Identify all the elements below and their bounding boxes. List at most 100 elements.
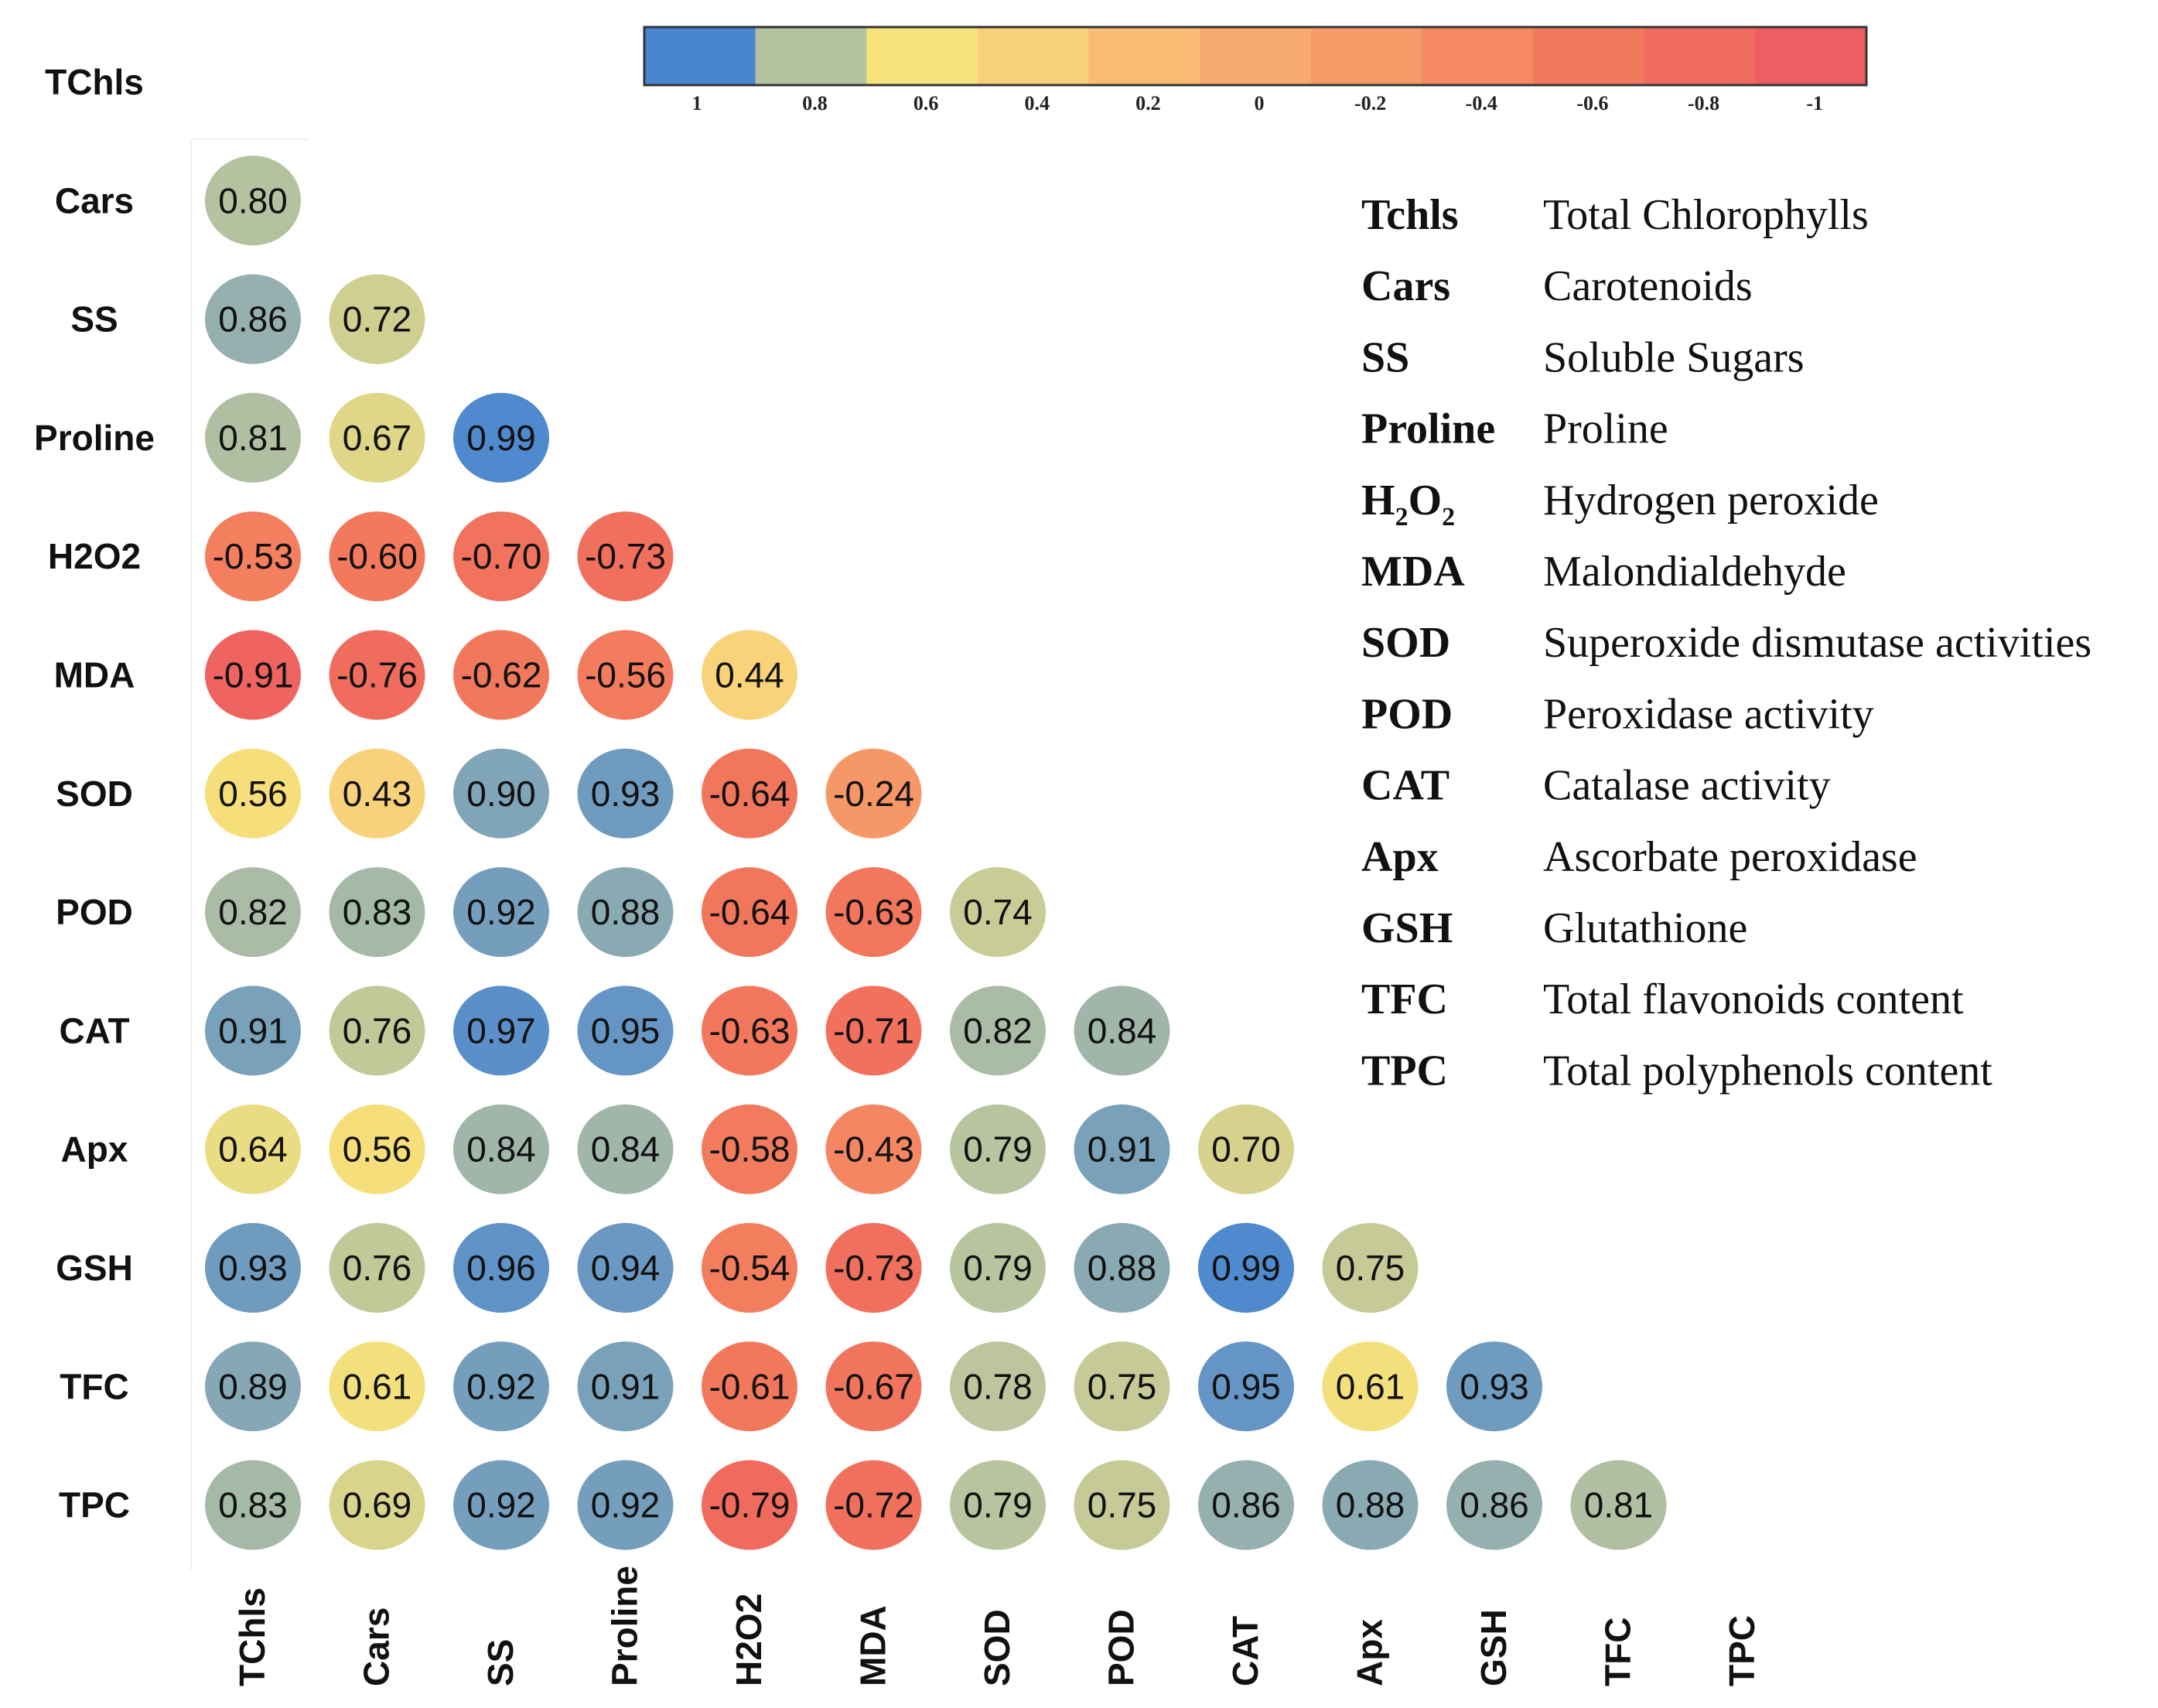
cell-value: 0.70	[1211, 1129, 1281, 1170]
cell-value: -0.91	[213, 655, 294, 695]
cell-value: 0.83	[343, 892, 412, 932]
cell-value: -0.73	[833, 1248, 914, 1288]
cell-ellipse	[577, 1104, 674, 1194]
correlation-cells: 0.80 0.86 0.72 0.81 0.67 0.99 -0.53 -0.60 -0.70 -…	[205, 155, 1667, 1550]
row-label-sod: SOD	[56, 774, 133, 814]
cell-ellipse	[577, 630, 674, 720]
row-label-gsh: GSH	[56, 1248, 133, 1288]
cell-value: 0.92	[591, 1485, 661, 1525]
cell-sod-proline: 0.93	[577, 748, 674, 839]
legend-description: Catalase activity	[1543, 762, 1831, 810]
cell-value: -0.64	[709, 892, 790, 932]
cell-value: 0.64	[218, 1129, 288, 1170]
cell-pod-h2o2: -0.64	[702, 867, 797, 958]
cell-sod-cars: 0.43	[329, 748, 425, 839]
cell-value: 0.91	[218, 1010, 288, 1050]
cell-value: 0.99	[466, 418, 536, 458]
cell-cat-h2o2: -0.63	[702, 986, 797, 1076]
legend-abbreviation: TPC	[1361, 1047, 1448, 1095]
cell-tfc-proline: 0.91	[577, 1341, 674, 1432]
cell-value: 0.88	[1336, 1485, 1405, 1525]
cell-tfc-apx: 0.61	[1322, 1341, 1419, 1432]
cell-ellipse	[329, 274, 425, 364]
cell-mda-tchls: -0.91	[205, 630, 301, 720]
cell-pod-mda: -0.63	[825, 867, 922, 958]
legend-abbreviation: Cars	[1361, 262, 1450, 310]
cell-value: 0.86	[1211, 1485, 1281, 1525]
cell-value: 0.72	[343, 299, 412, 340]
cell-ellipse	[825, 1104, 922, 1194]
cell-ellipse	[329, 867, 425, 958]
cell-ellipse	[1198, 1223, 1294, 1313]
cell-value: 0.93	[218, 1248, 288, 1288]
cell-mda-proline: -0.56	[577, 630, 674, 720]
cell-ellipse	[1074, 986, 1170, 1076]
cell-value: 0.92	[466, 892, 536, 932]
colorbar-segment	[1310, 27, 1422, 85]
column-label-h2o2: H2O2	[729, 1594, 769, 1686]
column-label-tfc: TFC	[1598, 1617, 1638, 1686]
cell-value: 0.78	[963, 1366, 1033, 1406]
cell-value: 0.91	[1088, 1129, 1157, 1170]
colorbar-tick-label: 0.8	[802, 92, 828, 114]
cell-gsh-apx: 0.75	[1322, 1223, 1419, 1313]
cell-apx-tchls: 0.64	[205, 1104, 301, 1194]
cell-cat-sod: 0.82	[950, 986, 1046, 1076]
cell-gsh-mda: -0.73	[825, 1223, 922, 1313]
cell-gsh-proline: 0.94	[577, 1223, 674, 1313]
cell-h2o2-proline: -0.73	[577, 511, 674, 602]
cell-ellipse	[1446, 1341, 1542, 1432]
cell-ellipse	[453, 986, 549, 1076]
column-label-sod: SOD	[977, 1609, 1017, 1686]
cell-ss-tchls: 0.86	[205, 274, 301, 364]
cell-mda-ss: -0.62	[453, 630, 549, 720]
row-label-h2o2: H2O2	[48, 536, 141, 576]
cell-tpc-ss: 0.92	[453, 1460, 549, 1550]
column-label-pod: POD	[1101, 1609, 1142, 1686]
cell-apx-h2o2: -0.58	[702, 1104, 797, 1194]
cell-cat-mda: -0.71	[825, 986, 922, 1076]
cell-mda-h2o2: 0.44	[702, 630, 797, 720]
colorbar-segment	[755, 27, 867, 85]
cell-ellipse	[825, 1223, 922, 1313]
cell-ellipse	[329, 511, 425, 602]
legend-entry-tfc: TFC Total flavonoids content	[1361, 975, 1964, 1023]
cell-value: 0.76	[343, 1010, 412, 1050]
cell-ellipse	[702, 1104, 797, 1194]
cell-value: -0.63	[833, 892, 914, 932]
colorbar-segment	[1200, 27, 1312, 85]
cell-ellipse	[1322, 1460, 1419, 1550]
cell-ellipse	[1570, 1460, 1667, 1550]
cell-value: 0.86	[218, 299, 288, 340]
cell-value: 0.93	[1460, 1366, 1529, 1406]
cell-gsh-pod: 0.88	[1074, 1223, 1170, 1313]
row-label-pod: POD	[56, 892, 133, 932]
cell-tpc-apx: 0.88	[1322, 1460, 1419, 1550]
cell-value: -0.61	[709, 1366, 790, 1406]
cell-value: -0.56	[585, 655, 666, 695]
column-label-tchls: TChls	[232, 1587, 272, 1686]
cell-ellipse	[453, 392, 549, 483]
column-label-cars: Cars	[357, 1607, 397, 1686]
legend-description: Carotenoids	[1543, 262, 1753, 310]
colorbar-segment	[977, 27, 1090, 85]
legend-entry-sod: SOD Superoxide dismutase activities	[1361, 619, 2091, 667]
cell-apx-proline: 0.84	[577, 1104, 674, 1194]
cell-apx-ss: 0.84	[453, 1104, 549, 1194]
cell-value: -0.70	[461, 536, 542, 576]
cell-mda-cars: -0.76	[329, 630, 425, 720]
cell-value: 0.74	[963, 892, 1033, 932]
legend-abbreviation: SS	[1361, 333, 1409, 381]
cell-ellipse	[702, 1460, 797, 1550]
cell-ellipse	[825, 1341, 922, 1432]
legend-entry-tchls: Tchls Total Chlorophylls	[1361, 191, 1869, 239]
cell-ellipse	[702, 1341, 797, 1432]
cell-ellipse	[453, 1341, 549, 1432]
legend-description: Hydrogen peroxide	[1543, 477, 1879, 524]
cell-value: 0.84	[1088, 1010, 1157, 1050]
colorbar-segment	[1533, 27, 1645, 85]
cell-tpc-tfc: 0.81	[1570, 1460, 1667, 1550]
column-label-gsh: GSH	[1473, 1609, 1514, 1686]
cell-ellipse	[825, 986, 922, 1076]
cell-value: -0.76	[336, 655, 418, 695]
